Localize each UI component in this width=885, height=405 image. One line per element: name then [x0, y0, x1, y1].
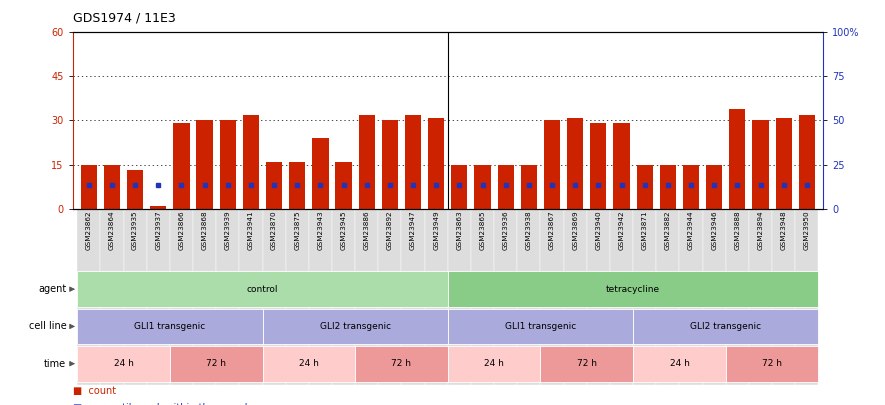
- Bar: [749, 209, 772, 385]
- Bar: [127, 171, 143, 209]
- Bar: [355, 209, 378, 385]
- Bar: [104, 164, 120, 209]
- Bar: [405, 115, 421, 209]
- Bar: [242, 115, 259, 209]
- Bar: [309, 209, 332, 385]
- Bar: [775, 117, 792, 209]
- Bar: [77, 209, 100, 385]
- Bar: [332, 209, 355, 385]
- Bar: [541, 209, 564, 385]
- Text: GLI1 transgenic: GLI1 transgenic: [135, 322, 205, 331]
- Bar: [567, 117, 583, 209]
- Bar: [659, 164, 676, 209]
- Bar: [544, 121, 560, 209]
- Bar: [448, 209, 471, 385]
- Text: 72 h: 72 h: [577, 359, 596, 368]
- Text: 24 h: 24 h: [299, 359, 319, 368]
- Bar: [312, 138, 328, 209]
- Bar: [381, 121, 398, 209]
- Bar: [799, 115, 815, 209]
- Text: control: control: [247, 285, 278, 294]
- Text: GDS1974 / 11E3: GDS1974 / 11E3: [73, 11, 175, 24]
- Text: agent: agent: [38, 284, 66, 294]
- Bar: [471, 209, 494, 385]
- Bar: [726, 209, 749, 385]
- Bar: [564, 209, 587, 385]
- Bar: [266, 162, 282, 209]
- Bar: [703, 209, 726, 385]
- Bar: [772, 209, 796, 385]
- Bar: [100, 209, 124, 385]
- Bar: [335, 162, 351, 209]
- Bar: [147, 209, 170, 385]
- Bar: [633, 209, 657, 385]
- Bar: [590, 124, 606, 209]
- Text: 72 h: 72 h: [762, 359, 782, 368]
- Bar: [587, 209, 610, 385]
- Text: tetracycline: tetracycline: [606, 285, 660, 294]
- Bar: [216, 209, 239, 385]
- Bar: [494, 209, 518, 385]
- Bar: [729, 109, 745, 209]
- Text: 24 h: 24 h: [669, 359, 689, 368]
- Text: GLI2 transgenic: GLI2 transgenic: [319, 322, 390, 331]
- Bar: [520, 164, 537, 209]
- Bar: [657, 209, 680, 385]
- Bar: [173, 124, 189, 209]
- Bar: [474, 164, 490, 209]
- Bar: [613, 124, 629, 209]
- Bar: [286, 209, 309, 385]
- Bar: [193, 209, 216, 385]
- Text: time: time: [44, 359, 66, 369]
- Bar: [196, 121, 212, 209]
- Bar: [428, 117, 444, 209]
- Text: 72 h: 72 h: [206, 359, 227, 368]
- Bar: [497, 164, 514, 209]
- Text: GLI2 transgenic: GLI2 transgenic: [690, 322, 761, 331]
- Text: 24 h: 24 h: [484, 359, 504, 368]
- Bar: [170, 209, 193, 385]
- Text: ■  percentile rank within the sample: ■ percentile rank within the sample: [73, 403, 253, 405]
- Text: cell line: cell line: [28, 322, 66, 331]
- Bar: [610, 209, 633, 385]
- Bar: [752, 121, 768, 209]
- Bar: [683, 164, 699, 209]
- Text: 72 h: 72 h: [391, 359, 412, 368]
- Bar: [451, 164, 467, 209]
- Bar: [150, 206, 166, 209]
- Bar: [263, 209, 286, 385]
- Bar: [124, 209, 147, 385]
- Bar: [680, 209, 703, 385]
- Bar: [239, 209, 263, 385]
- Text: 24 h: 24 h: [113, 359, 134, 368]
- Bar: [636, 164, 653, 209]
- Bar: [518, 209, 541, 385]
- Bar: [425, 209, 448, 385]
- Bar: [796, 209, 819, 385]
- Bar: [706, 164, 722, 209]
- Bar: [378, 209, 402, 385]
- Text: GLI1 transgenic: GLI1 transgenic: [504, 322, 576, 331]
- Text: ■  count: ■ count: [73, 386, 116, 396]
- Bar: [402, 209, 425, 385]
- Bar: [81, 164, 96, 209]
- Bar: [219, 121, 236, 209]
- Bar: [289, 162, 305, 209]
- Bar: [358, 115, 375, 209]
